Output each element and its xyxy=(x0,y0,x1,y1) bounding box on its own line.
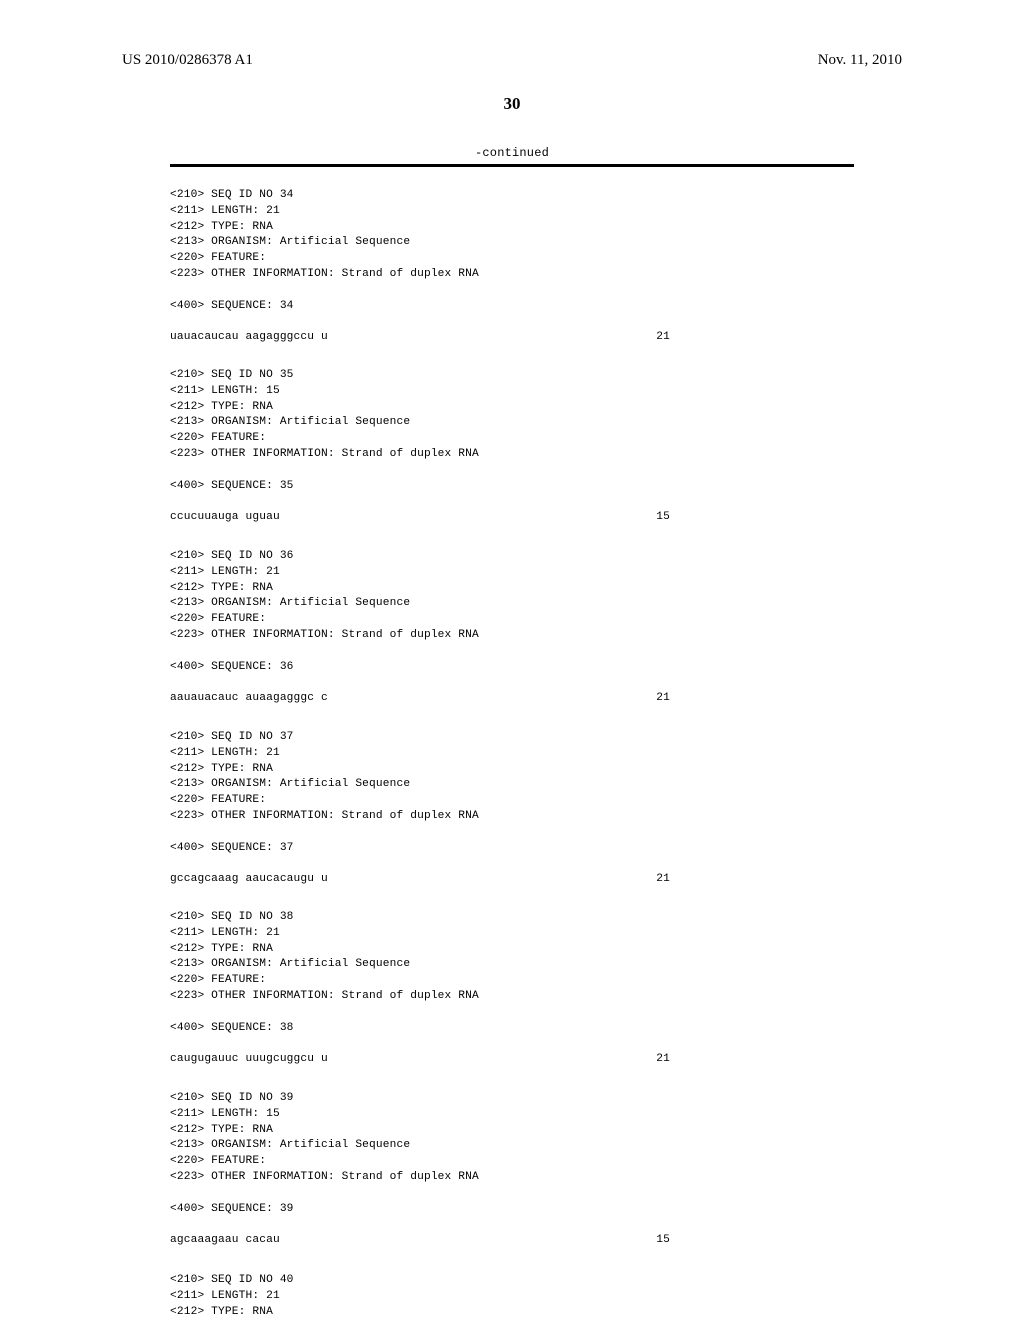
sequence-header-line xyxy=(170,283,854,299)
sequence-header-line: <211> LENGTH: 15 xyxy=(170,1107,854,1123)
sequence-header-line: <213> ORGANISM: Artificial Sequence xyxy=(170,957,854,973)
sequence-text: agcaaagaau cacau xyxy=(170,1233,280,1249)
blank-line xyxy=(170,1217,854,1233)
sequence-header-line: <213> ORGANISM: Artificial Sequence xyxy=(170,415,854,431)
sequence-header-line: <211> LENGTH: 21 xyxy=(170,746,854,762)
sequence-header-line: <400> SEQUENCE: 34 xyxy=(170,299,854,315)
sequence-header-line: <210> SEQ ID NO 38 xyxy=(170,910,854,926)
sequence-header-line: <220> FEATURE: xyxy=(170,612,854,628)
sequence-header-line: <210> SEQ ID NO 37 xyxy=(170,730,854,746)
blank-line xyxy=(170,494,854,510)
sequence-header-line: <210> SEQ ID NO 35 xyxy=(170,368,854,384)
sequence-header-line: <210> SEQ ID NO 36 xyxy=(170,549,854,565)
sequence-text: ccucuuauga uguau xyxy=(170,510,280,526)
publication-number: US 2010/0286378 A1 xyxy=(122,52,253,69)
sequence-header-line xyxy=(170,1005,854,1021)
sequence-block: <210> SEQ ID NO 40<211> LENGTH: 21<212> … xyxy=(170,1273,854,1320)
sequence-header-line: <211> LENGTH: 21 xyxy=(170,204,854,220)
sequence-header-line: <220> FEATURE: xyxy=(170,431,854,447)
sequence-block: <210> SEQ ID NO 35<211> LENGTH: 15<212> … xyxy=(170,368,854,526)
sequence-header-line xyxy=(170,1186,854,1202)
sequence-header-line xyxy=(170,644,854,660)
continued-label: -continued xyxy=(170,146,854,160)
sequence-header-line: <220> FEATURE: xyxy=(170,793,854,809)
sequence-header-line: <212> TYPE: RNA xyxy=(170,220,854,236)
sequence-header-line: <223> OTHER INFORMATION: Strand of duple… xyxy=(170,267,854,283)
sequence-header-line: <213> ORGANISM: Artificial Sequence xyxy=(170,777,854,793)
sequence-text: caugugauuc uuugcuggcu u xyxy=(170,1052,328,1068)
sequence-header-line: <223> OTHER INFORMATION: Strand of duple… xyxy=(170,989,854,1005)
sequence-length: 15 xyxy=(656,1233,670,1249)
blank-line xyxy=(170,314,854,330)
sequence-header-line: <213> ORGANISM: Artificial Sequence xyxy=(170,1138,854,1154)
sequence-block: <210> SEQ ID NO 39<211> LENGTH: 15<212> … xyxy=(170,1091,854,1249)
sequence-header-line: <223> OTHER INFORMATION: Strand of duple… xyxy=(170,1170,854,1186)
blank-line xyxy=(170,856,854,872)
sequence-header-line: <220> FEATURE: xyxy=(170,973,854,989)
sequence-header-line: <210> SEQ ID NO 39 xyxy=(170,1091,854,1107)
sequence-block: <210> SEQ ID NO 38<211> LENGTH: 21<212> … xyxy=(170,910,854,1068)
sequence-header-line: <213> ORGANISM: Artificial Sequence xyxy=(170,235,854,251)
sequence-row: aauauacauc auaagagggc c 21 xyxy=(170,691,670,707)
sequence-header-line: <223> OTHER INFORMATION: Strand of duple… xyxy=(170,628,854,644)
sequence-row: agcaaagaau cacau 15 xyxy=(170,1233,670,1249)
sequence-header-line: <220> FEATURE: xyxy=(170,1154,854,1170)
sequence-header-line: <223> OTHER INFORMATION: Strand of duple… xyxy=(170,447,854,463)
sequence-header-line: <211> LENGTH: 21 xyxy=(170,565,854,581)
sequence-header-line: <212> TYPE: RNA xyxy=(170,1305,854,1320)
sequence-header-line: <212> TYPE: RNA xyxy=(170,942,854,958)
sequence-block: <210> SEQ ID NO 34<211> LENGTH: 21<212> … xyxy=(170,188,854,346)
sequence-header-line: <212> TYPE: RNA xyxy=(170,1123,854,1139)
blank-line xyxy=(170,1036,854,1052)
sequence-block: <210> SEQ ID NO 37<211> LENGTH: 21<212> … xyxy=(170,730,854,888)
sequence-row: uauacaucau aagagggccu u 21 xyxy=(170,330,670,346)
sequence-header-line: <400> SEQUENCE: 36 xyxy=(170,660,854,676)
sequence-length: 15 xyxy=(656,510,670,526)
sequence-header-line xyxy=(170,825,854,841)
sequence-header-line: <223> OTHER INFORMATION: Strand of duple… xyxy=(170,809,854,825)
sequence-header-line: <212> TYPE: RNA xyxy=(170,400,854,416)
sequence-header-line: <220> FEATURE: xyxy=(170,251,854,267)
sequence-header-line: <210> SEQ ID NO 40 xyxy=(170,1273,854,1289)
sequence-block: <210> SEQ ID NO 36<211> LENGTH: 21<212> … xyxy=(170,549,854,707)
sequence-length: 21 xyxy=(656,872,670,888)
blank-line xyxy=(170,675,854,691)
sequence-header-line: <400> SEQUENCE: 37 xyxy=(170,841,854,857)
continued-section: -continued xyxy=(170,146,854,167)
sequence-row: caugugauuc uuugcuggcu u 21 xyxy=(170,1052,670,1068)
sequence-length: 21 xyxy=(656,691,670,707)
sequence-header-line: <213> ORGANISM: Artificial Sequence xyxy=(170,596,854,612)
sequence-header-line: <400> SEQUENCE: 39 xyxy=(170,1202,854,1218)
sequence-header-line xyxy=(170,463,854,479)
sequence-header-line: <212> TYPE: RNA xyxy=(170,581,854,597)
sequence-row: ccucuuauga uguau 15 xyxy=(170,510,670,526)
page-number: 30 xyxy=(0,94,1024,114)
sequence-header-line: <212> TYPE: RNA xyxy=(170,762,854,778)
horizontal-rule xyxy=(170,164,854,167)
sequence-text: uauacaucau aagagggccu u xyxy=(170,330,328,346)
sequence-header-line: <210> SEQ ID NO 34 xyxy=(170,188,854,204)
sequence-row: gccagcaaag aaucacaugu u 21 xyxy=(170,872,670,888)
sequence-header-line: <211> LENGTH: 15 xyxy=(170,384,854,400)
sequence-header-line: <400> SEQUENCE: 35 xyxy=(170,479,854,495)
sequence-text: gccagcaaag aaucacaugu u xyxy=(170,872,328,888)
sequence-text: aauauacauc auaagagggc c xyxy=(170,691,328,707)
publication-date: Nov. 11, 2010 xyxy=(818,52,902,69)
sequence-length: 21 xyxy=(656,330,670,346)
sequence-length: 21 xyxy=(656,1052,670,1068)
sequence-header-line: <211> LENGTH: 21 xyxy=(170,1289,854,1305)
sequence-header-line: <400> SEQUENCE: 38 xyxy=(170,1021,854,1037)
sequence-header-line: <211> LENGTH: 21 xyxy=(170,926,854,942)
